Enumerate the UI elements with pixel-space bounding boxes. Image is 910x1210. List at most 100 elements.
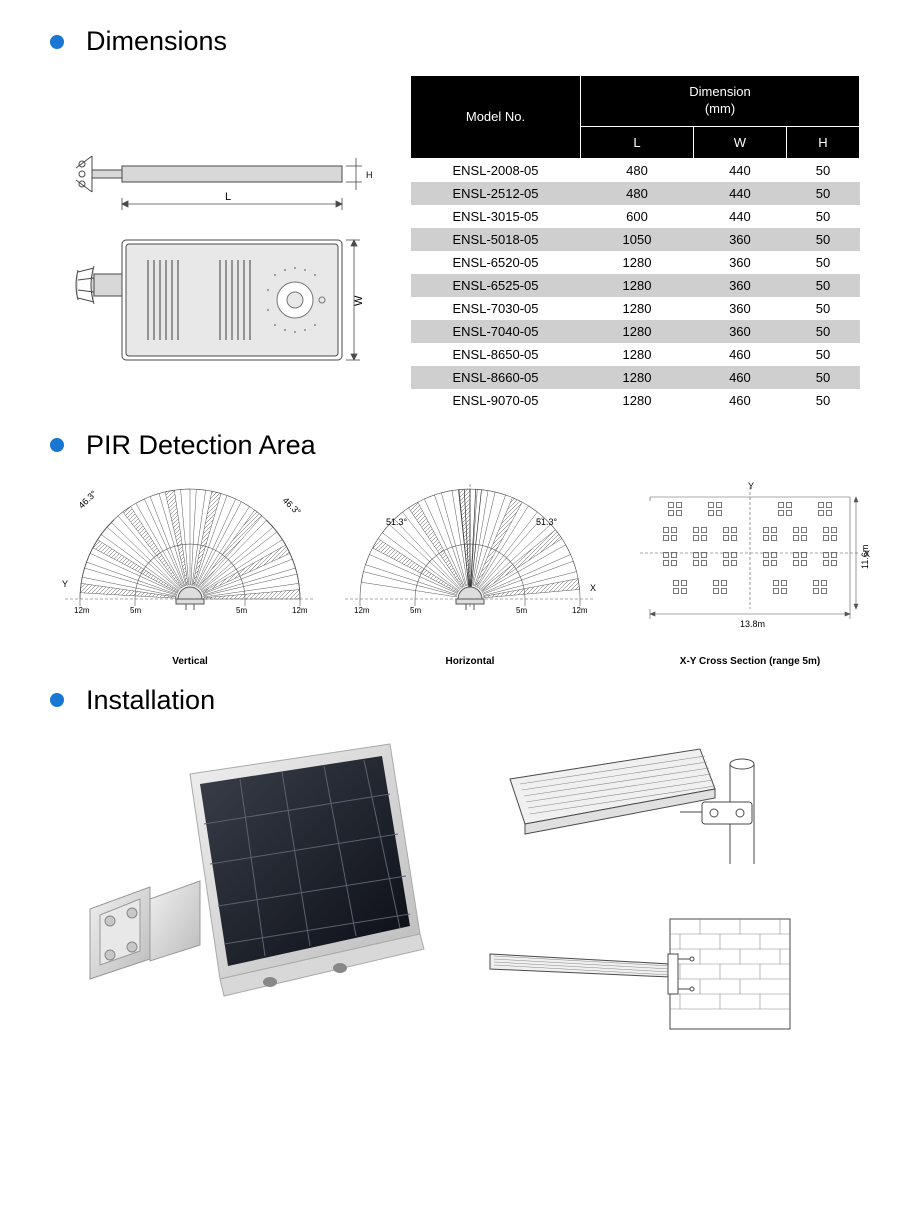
pir-horizontal: 51.3° 51.3° X 12m 5m 5m 12m Horizontal	[340, 479, 600, 667]
table-cell: ENSL-7040-05	[411, 320, 581, 343]
table-cell: 50	[786, 228, 859, 251]
pir-h-angle-r: 51.3°	[536, 517, 558, 527]
table-cell: 1050	[581, 228, 694, 251]
table-cell: 50	[786, 158, 859, 182]
table-cell: 360	[693, 251, 786, 274]
table-cell: 50	[786, 182, 859, 205]
bullet-icon	[50, 35, 64, 49]
pir-h-axis-x: X	[590, 583, 596, 593]
pir-h-tick-1: 5m	[410, 606, 421, 615]
dim-label-l: L	[225, 191, 231, 203]
table-row: ENSL-7040-05128036050	[411, 320, 860, 343]
table-cell: 1280	[581, 389, 694, 412]
installation-pole-diagram	[480, 734, 860, 879]
table-cell: ENSL-2008-05	[411, 158, 581, 182]
section-header-installation: Installation	[50, 685, 860, 716]
pir-c-height: 11.6m	[860, 544, 870, 568]
dimension-diagram: H L	[70, 75, 380, 395]
pir-v-tick-0: 12m	[74, 606, 90, 615]
table-cell: ENSL-6525-05	[411, 274, 581, 297]
pir-v-tick-3: 12m	[292, 606, 308, 615]
table-cell: ENSL-9070-05	[411, 389, 581, 412]
table-cell: 360	[693, 228, 786, 251]
table-row: ENSL-6520-05128036050	[411, 251, 860, 274]
table-cell: 480	[581, 158, 694, 182]
table-cell: 460	[693, 343, 786, 366]
pir-h-tick-3: 12m	[572, 606, 588, 615]
th-dimension-group: Dimension (mm)	[581, 76, 860, 127]
pir-h-label: Horizontal	[340, 656, 600, 667]
table-cell: 50	[786, 205, 859, 228]
table-cell: 360	[693, 297, 786, 320]
section-title: PIR Detection Area	[86, 430, 316, 461]
table-cell: ENSL-2512-05	[411, 182, 581, 205]
table-cell: 440	[693, 205, 786, 228]
bullet-icon	[50, 438, 64, 452]
pir-h-angle-l: 51.3°	[386, 517, 408, 527]
dimension-table-wrap: Model No. Dimension (mm) L W H ENSL-2008…	[410, 75, 860, 412]
table-cell: 1280	[581, 251, 694, 274]
th-h: H	[786, 126, 859, 158]
table-cell: ENSL-6520-05	[411, 251, 581, 274]
dim-label-h: H	[366, 170, 373, 180]
pir-v-label: Vertical	[60, 656, 320, 667]
table-cell: 50	[786, 297, 859, 320]
table-cell: 460	[693, 389, 786, 412]
pir-c-label: X-Y Cross Section (range 5m)	[620, 656, 880, 667]
th-l: L	[581, 126, 694, 158]
th-w: W	[693, 126, 786, 158]
table-cell: ENSL-8660-05	[411, 366, 581, 389]
pir-h-tick-2: 5m	[516, 606, 527, 615]
table-cell: 1280	[581, 274, 694, 297]
pir-c-axis-y: Y	[748, 481, 754, 491]
table-cell: 1280	[581, 320, 694, 343]
table-row: ENSL-7030-05128036050	[411, 297, 860, 320]
table-cell: 50	[786, 343, 859, 366]
table-cell: ENSL-5018-05	[411, 228, 581, 251]
dim-label-w: W	[353, 295, 365, 306]
installation-row	[60, 734, 860, 1044]
pir-v-angle-r: 46.3°	[281, 495, 303, 517]
pir-row: 46.3° 46.3° Y 12m 5m 5m 12m Vertical	[60, 479, 860, 667]
table-cell: 600	[581, 205, 694, 228]
section-header-pir: PIR Detection Area	[50, 430, 860, 461]
installation-photo	[60, 734, 440, 1044]
table-cell: 440	[693, 158, 786, 182]
table-row: ENSL-3015-0560044050	[411, 205, 860, 228]
table-cell: 480	[581, 182, 694, 205]
table-row: ENSL-5018-05105036050	[411, 228, 860, 251]
table-cell: 1280	[581, 343, 694, 366]
table-row: ENSL-2008-0548044050	[411, 158, 860, 182]
table-cell: 360	[693, 320, 786, 343]
pir-vertical: 46.3° 46.3° Y 12m 5m 5m 12m Vertical	[60, 479, 320, 667]
pir-v-tick-1: 5m	[130, 606, 141, 615]
table-cell: 460	[693, 366, 786, 389]
table-row: ENSL-9070-05128046050	[411, 389, 860, 412]
table-cell: ENSL-3015-05	[411, 205, 581, 228]
pir-v-angle-l: 46.3°	[76, 488, 98, 510]
table-cell: 50	[786, 251, 859, 274]
table-row: ENSL-8660-05128046050	[411, 366, 860, 389]
table-cell: 50	[786, 366, 859, 389]
installation-wall-diagram	[480, 909, 860, 1044]
table-row: ENSL-2512-0548044050	[411, 182, 860, 205]
section-title: Installation	[86, 685, 215, 716]
table-cell: 50	[786, 320, 859, 343]
pir-v-tick-2: 5m	[236, 606, 247, 615]
pir-v-axis-y: Y	[62, 579, 68, 589]
th-model: Model No.	[411, 76, 581, 159]
pir-h-tick-0: 12m	[354, 606, 370, 615]
pir-c-width: 13.8m	[740, 619, 765, 629]
dimension-table: Model No. Dimension (mm) L W H ENSL-2008…	[410, 75, 860, 412]
section-header-dimensions: Dimensions	[50, 26, 860, 57]
bullet-icon	[50, 693, 64, 707]
table-cell: ENSL-7030-05	[411, 297, 581, 320]
table-cell: 360	[693, 274, 786, 297]
table-cell: 1280	[581, 297, 694, 320]
table-row: ENSL-6525-05128036050	[411, 274, 860, 297]
dimensions-content: H L	[70, 75, 860, 412]
pir-cross: Y X 13.8m 11.6m X-Y Cross Section (range…	[620, 479, 880, 667]
section-title: Dimensions	[86, 26, 227, 57]
table-cell: 440	[693, 182, 786, 205]
table-cell: 1280	[581, 366, 694, 389]
